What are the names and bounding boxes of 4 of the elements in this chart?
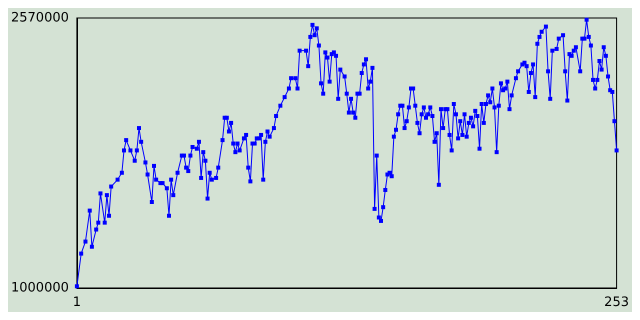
y-tick-label: 2570000 bbox=[10, 10, 69, 26]
x-tick-label: 1 bbox=[72, 295, 82, 310]
x-tick-label: 253 bbox=[604, 295, 630, 310]
y-tick-label: 1000000 bbox=[10, 280, 69, 296]
